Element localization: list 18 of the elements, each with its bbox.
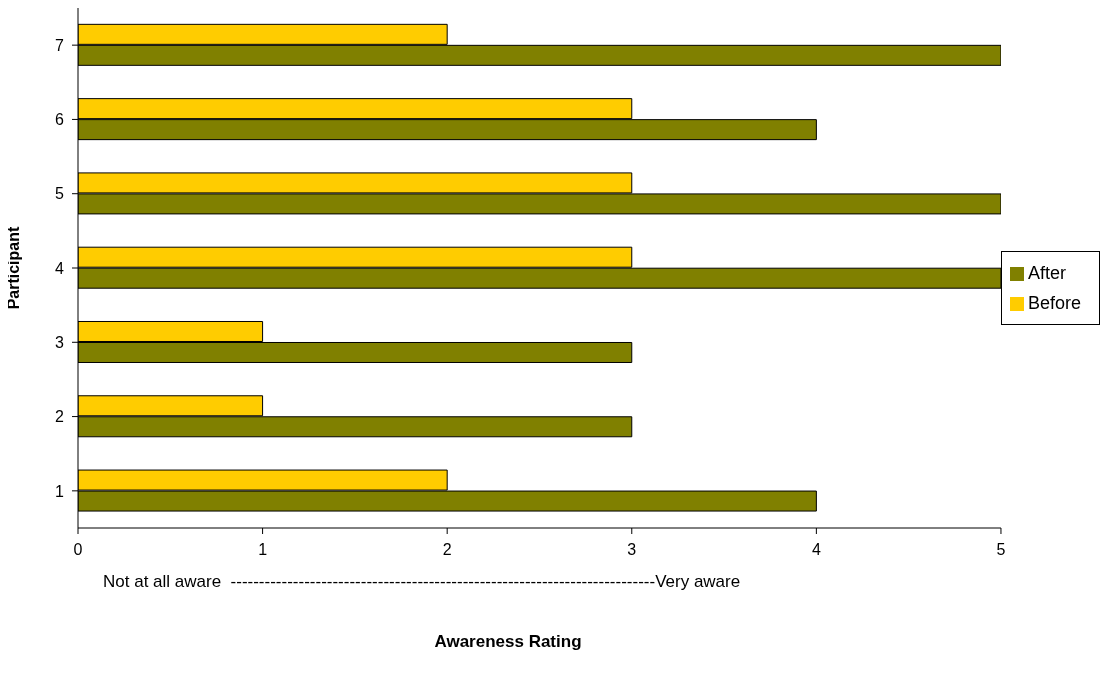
x-tick-label: 0	[73, 541, 83, 559]
text: Not at all aware ---------------------------------------------------------------------------Very aware	[102, 572, 742, 592]
x-tick-label: 2	[442, 541, 452, 559]
x-tick-label: 3	[627, 541, 637, 559]
x-axis-title: Awareness Rating	[433, 632, 583, 652]
y-tick-label: 1	[55, 482, 65, 500]
y-tick-label: 5	[55, 185, 65, 203]
y-tick-label: 6	[55, 111, 65, 129]
y-tick-label: 3	[55, 333, 65, 351]
y-axis-title: Participant	[4, 225, 22, 310]
x-tick-label: 4	[811, 541, 821, 559]
legend-label: Before	[1027, 293, 1081, 313]
y-tick-label: 4	[55, 259, 65, 277]
x-tick-label: 5	[996, 541, 1006, 559]
y-tick-label: 7	[55, 36, 65, 54]
x-tick-label: 1	[258, 541, 268, 559]
legend-label: After	[1027, 263, 1066, 283]
y-tick-label: 2	[55, 408, 65, 426]
